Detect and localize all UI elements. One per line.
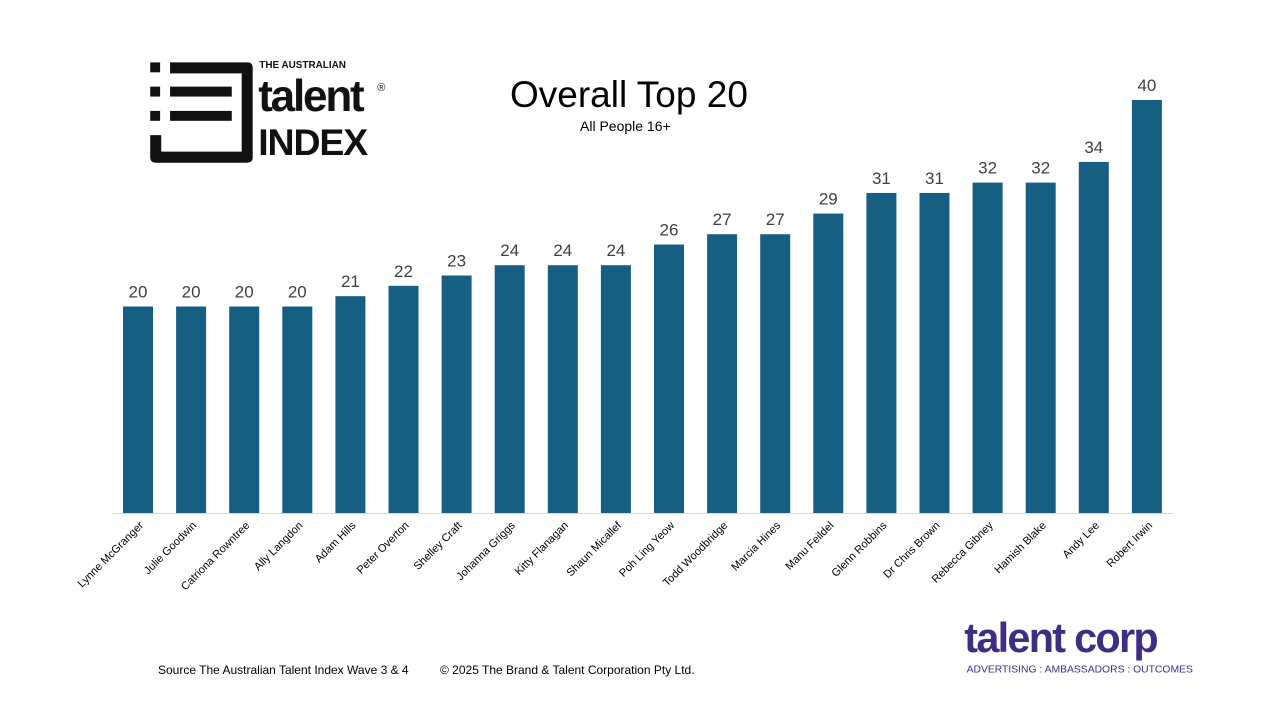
data-label: 34 bbox=[1084, 138, 1103, 157]
x-tick-label: Manu Feildel bbox=[783, 520, 836, 573]
bar bbox=[1131, 100, 1162, 513]
data-label: 20 bbox=[235, 283, 254, 302]
bar bbox=[176, 306, 207, 513]
logo-line3: INDEX bbox=[258, 121, 368, 163]
x-tick-label: Peter Overton bbox=[355, 520, 412, 577]
bar bbox=[707, 234, 738, 513]
data-label: 26 bbox=[660, 221, 679, 240]
x-tick-label: Poh Ling Yeow bbox=[617, 520, 677, 580]
source-note: Source The Australian Talent Index Wave … bbox=[158, 663, 409, 677]
logo-line1: THE AUSTRALIAN bbox=[259, 60, 346, 71]
bar bbox=[1025, 182, 1056, 513]
data-label: 40 bbox=[1137, 76, 1156, 95]
data-label: 29 bbox=[819, 190, 838, 209]
bar bbox=[813, 213, 844, 513]
bar bbox=[1078, 161, 1109, 513]
bar bbox=[494, 265, 525, 513]
x-tick-label: Shaun Micallef bbox=[565, 519, 625, 579]
data-label: 20 bbox=[182, 283, 201, 302]
data-label: 20 bbox=[129, 283, 148, 302]
talent-corp-logo: talent corp ADVERTISING : AMBASSADORS : … bbox=[964, 615, 1193, 676]
logo-name: talent corp bbox=[964, 615, 1157, 661]
x-tick-label: Shelley Craft bbox=[412, 520, 465, 573]
bar bbox=[123, 306, 153, 513]
bar bbox=[866, 192, 897, 514]
data-label: 24 bbox=[553, 241, 572, 260]
x-tick-label: Lynne McGranger bbox=[76, 519, 147, 590]
x-tick-label: Hamish Blake bbox=[992, 520, 1048, 576]
data-label: 20 bbox=[288, 283, 307, 302]
bar bbox=[441, 275, 472, 513]
data-label: 24 bbox=[606, 241, 625, 260]
bar bbox=[760, 234, 791, 513]
data-label: 21 bbox=[341, 272, 360, 291]
bar bbox=[919, 192, 950, 514]
talent-index-logo: THE AUSTRALIAN talent ® INDEX bbox=[150, 60, 385, 163]
data-label: 32 bbox=[1031, 159, 1050, 178]
bar bbox=[388, 285, 419, 513]
data-label: 32 bbox=[978, 159, 997, 178]
logo-line2: talent bbox=[258, 72, 365, 121]
data-label: 22 bbox=[394, 262, 413, 281]
x-tick-label: Marcia Hines bbox=[729, 519, 783, 573]
x-tick-label: Robert Irwin bbox=[1105, 520, 1155, 570]
x-tick-label: Andy Lee bbox=[1061, 520, 1102, 561]
chart-subtitle: All People 16+ bbox=[580, 118, 671, 134]
data-label: 27 bbox=[713, 210, 732, 229]
data-label: 24 bbox=[500, 241, 519, 260]
bar bbox=[654, 244, 684, 514]
bar bbox=[600, 265, 631, 513]
data-label: 31 bbox=[872, 169, 891, 188]
bar bbox=[229, 306, 260, 513]
chart-title: Overall Top 20 bbox=[510, 74, 748, 115]
x-tick-label: Adam Hills bbox=[313, 519, 359, 565]
copyright-note: © 2025 The Brand & Talent Corporation Pt… bbox=[440, 663, 695, 677]
logo-registered-mark: ® bbox=[377, 82, 385, 94]
x-tick-label: Glenn Robbins bbox=[830, 519, 890, 579]
x-tick-label: Julie Goodwin bbox=[142, 520, 199, 577]
data-label: 31 bbox=[925, 169, 944, 188]
bar bbox=[335, 296, 366, 513]
bar bbox=[972, 182, 1003, 513]
bar bbox=[282, 306, 313, 513]
x-tick-label: Ally Langdon bbox=[252, 520, 305, 573]
logo-tagline: ADVERTISING : AMBASSADORS : OUTCOMES bbox=[967, 665, 1193, 676]
data-label: 23 bbox=[447, 252, 466, 271]
data-label: 27 bbox=[766, 210, 785, 229]
x-tick-label: Dr Chris Brown bbox=[881, 520, 942, 581]
bar bbox=[547, 265, 578, 513]
x-tick-label: Kitty Flanagan bbox=[513, 520, 571, 578]
